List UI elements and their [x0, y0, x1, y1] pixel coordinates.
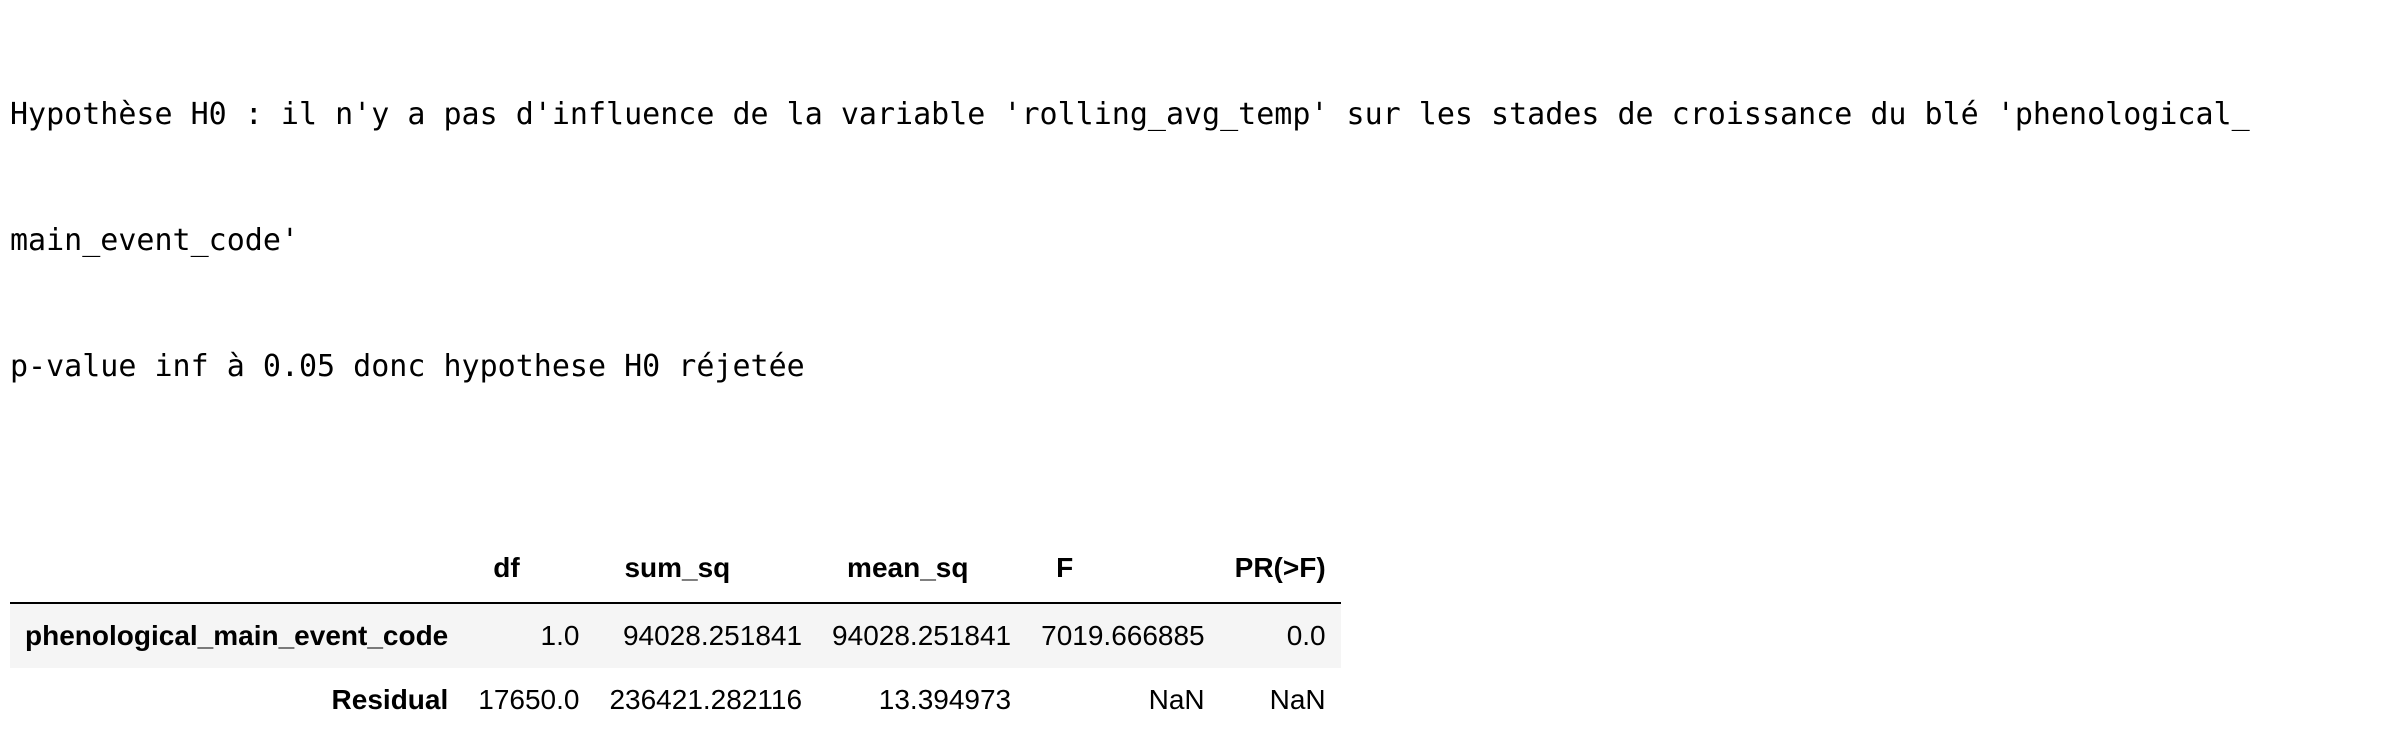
column-header-mean-sq: mean_sq — [817, 542, 1027, 604]
row-index-label: Residual — [331, 684, 449, 715]
index-header-blank — [10, 542, 464, 604]
table-row: phenological_main_event_code 1.0 94028.2… — [10, 603, 1341, 668]
cell-sum-sq: 94028.251841 — [622, 620, 803, 651]
cell-pr-f: NaN — [1269, 684, 1326, 715]
cell-f: 7019.666885 — [1041, 620, 1205, 651]
cell-sum-sq: 236421.282116 — [609, 684, 803, 715]
p-value-conclusion-line: p-value inf à 0.05 donc hypothese H0 réj… — [10, 349, 805, 384]
cell-mean-sq: 94028.251841 — [832, 620, 1012, 651]
cell-df: 17650.0 — [478, 684, 580, 715]
row-index-label: phenological_main_event_code — [25, 620, 449, 651]
column-header-df: df — [463, 542, 595, 604]
table-header: df sum_sq mean_sq F PR(>F) — [10, 542, 1341, 604]
column-header-pr-f: PR(>F) — [1219, 542, 1341, 604]
cell-mean-sq: 13.394973 — [878, 684, 1012, 715]
column-header-f: F — [1026, 542, 1220, 604]
table-body: phenological_main_event_code 1.0 94028.2… — [10, 603, 1341, 732]
cell-pr-f: 0.0 — [1286, 620, 1326, 651]
stdout-text: Hypothèse H0 : il n'y a pas d'influence … — [10, 10, 2379, 472]
anova-table: df sum_sq mean_sq F PR(>F) phenological_… — [10, 542, 1341, 732]
hypothesis-line-1: Hypothèse H0 : il n'y a pas d'influence … — [10, 97, 2250, 132]
column-header-sum-sq: sum_sq — [594, 542, 818, 604]
cell-output-area: Hypothèse H0 : il n'y a pas d'influence … — [10, 10, 2379, 732]
cell-df: 1.0 — [540, 620, 580, 651]
header-row: df sum_sq mean_sq F PR(>F) — [10, 542, 1341, 604]
hypothesis-line-2: main_event_code' — [10, 223, 299, 258]
cell-f: NaN — [1148, 684, 1205, 715]
table-row: Residual 17650.0 236421.282116 13.394973… — [10, 668, 1341, 732]
anova-dataframe-container: df sum_sq mean_sq F PR(>F) phenological_… — [10, 542, 2379, 732]
